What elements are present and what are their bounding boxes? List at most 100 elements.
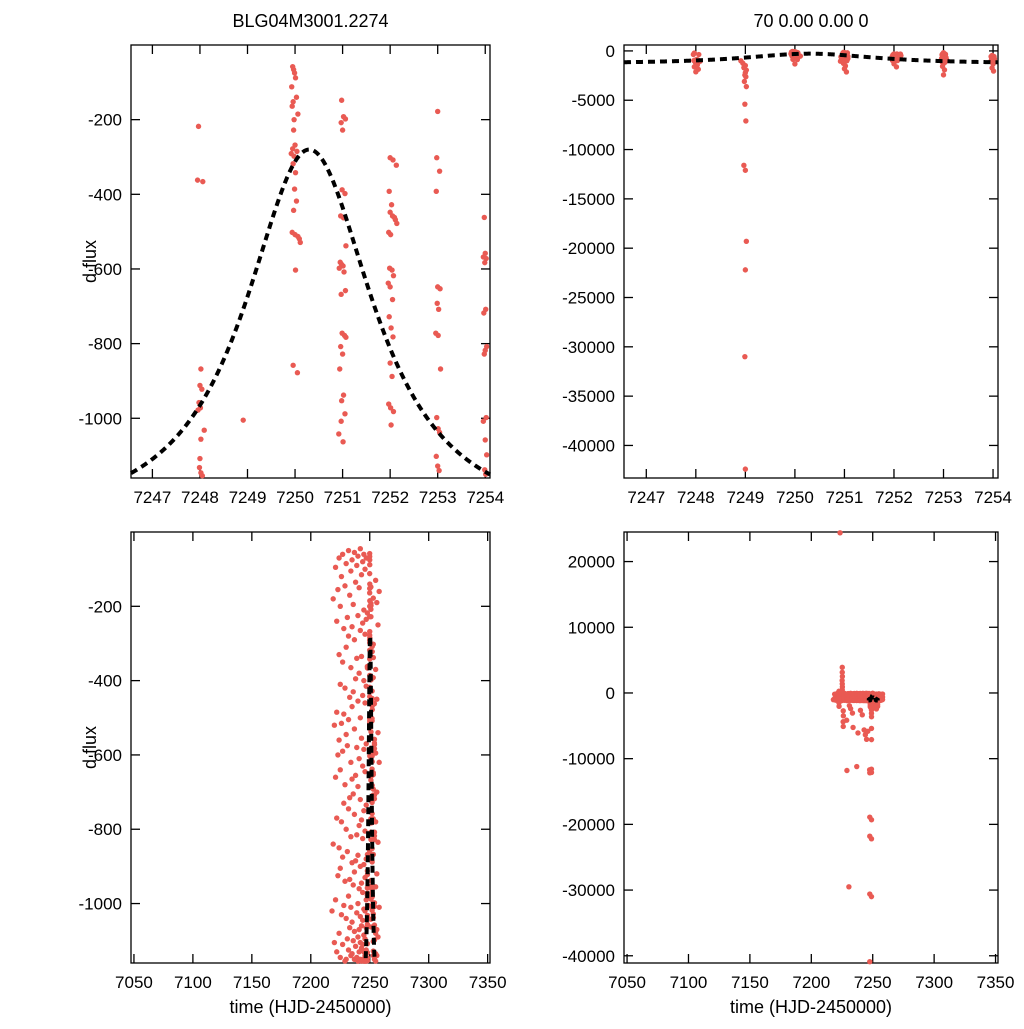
- x-tick-label: 7252: [371, 488, 409, 507]
- data-point: [338, 720, 345, 727]
- data-point: [358, 880, 365, 886]
- data-point: [294, 370, 301, 376]
- data-point: [372, 666, 379, 673]
- data-point: [482, 437, 488, 443]
- data-point: [482, 259, 488, 266]
- data-point: [337, 603, 343, 610]
- y-tick-label: -10000: [562, 141, 615, 160]
- data-point: [336, 555, 342, 561]
- data-point: [352, 943, 359, 949]
- data-point: [849, 710, 856, 716]
- y-tick-label: -20000: [562, 239, 615, 258]
- data-point: [343, 915, 349, 922]
- x-tick-label: 7350: [469, 973, 507, 992]
- x-tick-label: 7350: [977, 973, 1015, 992]
- data-point: [336, 431, 342, 437]
- data-point: [338, 291, 344, 298]
- data-point: [480, 418, 487, 424]
- data-point: [349, 624, 355, 630]
- data-point: [289, 103, 295, 109]
- plot-area: [830, 530, 886, 965]
- data-point: [330, 596, 336, 602]
- data-point: [361, 677, 367, 684]
- data-point: [352, 772, 359, 779]
- data-point: [339, 351, 346, 357]
- panel-title: BLG04M3001.2274: [232, 11, 388, 31]
- data-point: [359, 835, 366, 842]
- data-point: [743, 83, 750, 90]
- data-point: [352, 676, 359, 682]
- data-point: [290, 362, 296, 368]
- data-point: [389, 296, 396, 303]
- data-point: [742, 101, 748, 107]
- plot-frame: [623, 44, 999, 479]
- data-point: [867, 958, 873, 965]
- data-point: [291, 116, 297, 123]
- data-point: [361, 607, 367, 613]
- y-tick-label: 0: [606, 42, 615, 61]
- data-point: [840, 723, 846, 730]
- data-point: [857, 707, 864, 714]
- data-point: [348, 904, 354, 910]
- data-point: [345, 806, 352, 812]
- data-point: [843, 69, 850, 75]
- data-point: [868, 714, 875, 720]
- panel-bottom-left: 7050 7100 7150 7200 7250 7300 7350 -1000 -800 -60…: [79, 531, 507, 1017]
- data-point: [362, 566, 368, 572]
- data-point: [868, 736, 875, 743]
- data-point: [334, 815, 340, 821]
- data-point: [343, 731, 349, 738]
- data-point: [433, 453, 439, 460]
- data-point: [341, 902, 347, 909]
- data-point: [351, 726, 358, 732]
- x-tick-label: 7247: [627, 488, 665, 507]
- x-tick-label: 7050: [608, 973, 646, 992]
- model-curve: [363, 631, 377, 960]
- data-point: [362, 631, 368, 637]
- data-point: [341, 269, 347, 275]
- data-point: [343, 334, 349, 340]
- data-point: [387, 405, 394, 411]
- data-point: [349, 703, 355, 710]
- data-point: [850, 724, 856, 731]
- data-point: [339, 748, 346, 754]
- data-point: [290, 99, 296, 105]
- data-point: [343, 560, 349, 567]
- data-point: [434, 300, 440, 307]
- x-tick-label: 7150: [731, 973, 769, 992]
- data-point: [291, 70, 298, 76]
- data-point: [356, 755, 362, 762]
- data-point: [481, 214, 487, 221]
- data-point: [292, 75, 299, 81]
- data-point: [483, 452, 490, 458]
- data-point: [355, 900, 361, 907]
- x-tick-label: 7253: [419, 488, 457, 507]
- data-point: [291, 186, 298, 192]
- y-axis-label: d flux: [80, 726, 100, 769]
- data-point: [741, 78, 748, 85]
- data-point: [355, 934, 361, 940]
- data-point: [792, 61, 798, 67]
- data-point: [347, 694, 353, 701]
- data-point: [483, 255, 489, 262]
- data-point: [197, 455, 203, 462]
- data-point: [348, 759, 354, 766]
- data-point: [336, 845, 342, 851]
- data-point: [335, 872, 341, 879]
- data-point: [195, 123, 202, 130]
- data-point: [336, 930, 342, 936]
- data-point: [367, 561, 373, 568]
- data-point: [351, 811, 358, 818]
- x-tick-label: 7253: [925, 488, 963, 507]
- data-point: [337, 681, 343, 688]
- data-point: [366, 590, 373, 596]
- data-point: [839, 664, 845, 671]
- x-tick-label: 7249: [229, 488, 267, 507]
- data-point: [337, 767, 343, 773]
- data-point: [337, 366, 343, 372]
- data-point: [361, 807, 367, 814]
- data-point: [350, 938, 356, 944]
- data-point: [341, 800, 347, 806]
- data-point: [352, 858, 359, 864]
- panel-top-right: 7247 7248 7249 7250 7251 7252 7253 7254 -40000 -3…: [562, 11, 1012, 507]
